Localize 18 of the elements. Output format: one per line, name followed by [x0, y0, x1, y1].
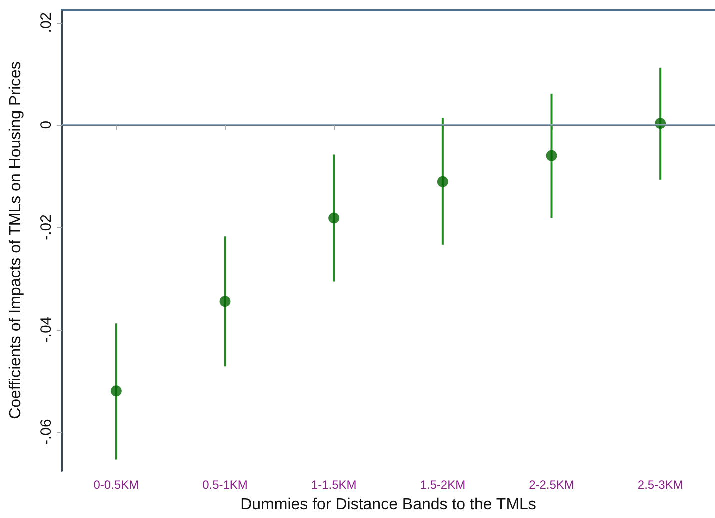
- y-tick-label: 0: [38, 120, 55, 130]
- y-tick-label: -.04: [38, 316, 55, 343]
- point: [437, 176, 448, 188]
- y-tick-label: -.02: [38, 214, 55, 240]
- x-tick-label: 1-1.5KM: [311, 478, 357, 492]
- x-axis-title: Dummies for Distance Bands to the TMLs: [240, 496, 536, 514]
- x-tick-label: 2-2.5KM: [529, 478, 574, 492]
- y-tick-label: .02: [38, 12, 55, 34]
- point: [328, 212, 340, 224]
- x-tick-label: 2.5-3KM: [638, 478, 684, 492]
- point: [220, 296, 231, 308]
- point: [546, 150, 558, 162]
- y-axis-title: Coefficients of Impacts of TMLs on Housing Prices: [8, 62, 24, 420]
- x-tick-label: 1.5-2KM: [420, 478, 466, 492]
- x-tick-label: 0.5-1KM: [202, 478, 248, 492]
- point: [110, 386, 122, 397]
- x-tick-label: 0-0.5KM: [94, 478, 140, 492]
- y-tick-label: -.06: [38, 419, 55, 446]
